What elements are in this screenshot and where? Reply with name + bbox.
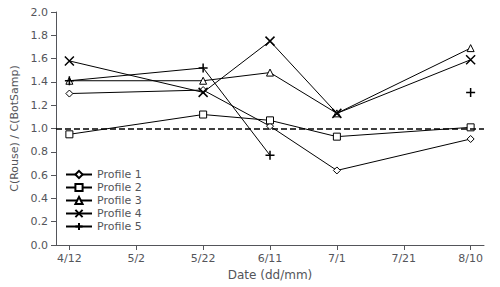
svg-text:0.8: 0.8 (31, 145, 49, 158)
svg-text:1.4: 1.4 (31, 75, 49, 88)
svg-text:Profile 1: Profile 1 (97, 168, 142, 181)
svg-text:2.0: 2.0 (31, 6, 49, 19)
svg-text:0.6: 0.6 (31, 169, 49, 182)
svg-text:8/10: 8/10 (458, 252, 483, 265)
svg-text:1.6: 1.6 (31, 52, 49, 65)
svg-text:7/1: 7/1 (328, 252, 346, 265)
svg-text:0.2: 0.2 (31, 215, 49, 228)
svg-text:Profile 5: Profile 5 (97, 220, 142, 233)
svg-text:7/21: 7/21 (391, 252, 416, 265)
svg-text:Profile 3: Profile 3 (97, 194, 142, 207)
svg-text:1.2: 1.2 (31, 99, 49, 112)
svg-text:1.0: 1.0 (31, 122, 49, 135)
svg-text:C(Rouse) / C(BotSamp): C(Rouse) / C(BotSamp) (8, 65, 21, 192)
svg-text:0.0: 0.0 (31, 239, 49, 252)
svg-text:0.4: 0.4 (31, 192, 49, 205)
svg-text:Profile 2: Profile 2 (97, 181, 142, 194)
svg-text:4/12: 4/12 (57, 252, 82, 265)
svg-text:Profile 4: Profile 4 (97, 207, 142, 220)
svg-text:5/2: 5/2 (127, 252, 145, 265)
svg-text:1.8: 1.8 (31, 29, 49, 42)
svg-text:Date (dd/mm): Date (dd/mm) (228, 268, 313, 282)
svg-text:5/22: 5/22 (191, 252, 216, 265)
svg-text:6/11: 6/11 (258, 252, 283, 265)
